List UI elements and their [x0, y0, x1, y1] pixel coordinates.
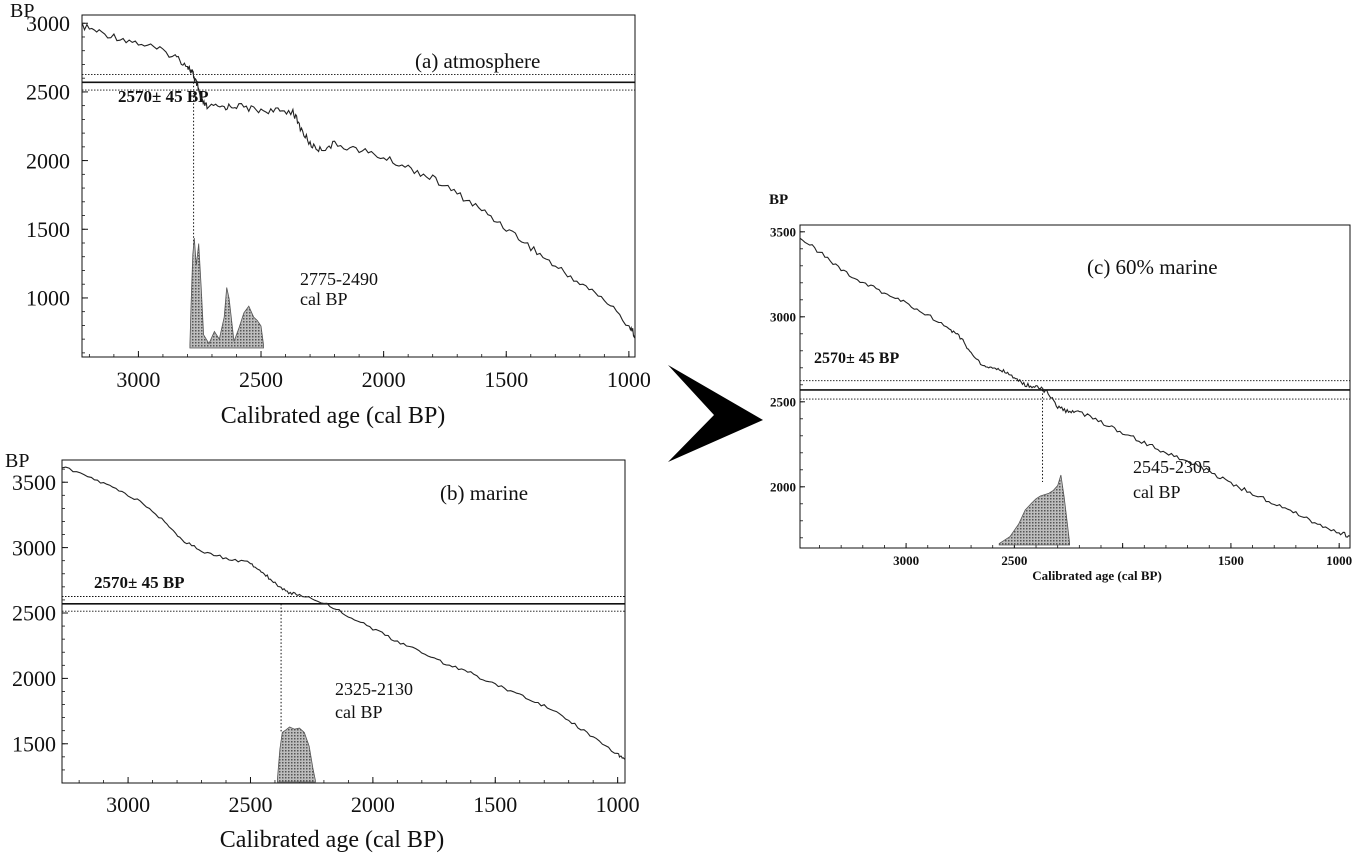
panel-a-ytick-label: 2000	[26, 148, 70, 173]
panel-a-ytick-label: 1000	[26, 286, 70, 311]
panel-c-ytick-label: 2000	[770, 479, 796, 494]
panel-b-calibration-curve	[61, 466, 626, 760]
panel-b-xtick-label: 1000	[596, 792, 640, 817]
panel-b-ytick-label: 3500	[12, 470, 56, 495]
panel-c-xtick-label: 2500	[1001, 553, 1027, 568]
panel-c-measurement-label: 2570± 45 BP	[814, 350, 899, 367]
panel-c-ytick-label: 2500	[770, 394, 796, 409]
arrowhead-shape	[668, 365, 763, 462]
panel-a-calibration-curve	[81, 22, 636, 339]
panel-c-frame	[799, 224, 1351, 549]
panel-c-ylabel: BP	[769, 192, 788, 208]
panel-a-ytick-label: 3000	[26, 11, 70, 36]
panel-c-range-line2: cal BP	[1133, 482, 1181, 502]
panel-b-ylabel: BP	[5, 450, 29, 472]
panel-c-60-marine: BP (c) 60% marine Calibrated age (cal BP…	[769, 192, 1352, 583]
panel-b-marine: BP (b) marine Calibrated age (cal BP) 23…	[5, 450, 640, 853]
panel-c-calibration-curve	[799, 237, 1351, 538]
panel-b-xtick-label: 2500	[228, 792, 272, 817]
panel-a-xtick-label: 2500	[239, 367, 283, 392]
panel-b-frame	[61, 459, 626, 784]
panel-a-xlabel: Calibrated age (cal BP)	[221, 403, 446, 429]
panel-a-atmosphere: BP (a) atmosphere Calibrated age (cal BP…	[10, 0, 651, 429]
panel-a-ytick-label: 2500	[26, 80, 70, 105]
panel-c-ytick-label: 3500	[770, 224, 796, 239]
panel-b-ytick-label: 1500	[12, 731, 56, 756]
panel-a-range-line1: 2775-2490	[300, 269, 378, 289]
panel-a-probability-distribution	[189, 237, 264, 349]
panel-a-frame	[81, 14, 636, 358]
panel-b-range-line2: cal BP	[335, 702, 383, 722]
panel-a-xtick-label: 3000	[116, 367, 160, 392]
panel-c-probability-distribution	[998, 474, 1070, 546]
panel-b-probability-distribution	[277, 726, 316, 783]
panel-b-xtick-label: 1500	[473, 792, 517, 817]
panel-a-measurement-label: 2570± 45 BP	[118, 87, 209, 106]
panel-b-xlabel: Calibrated age (cal BP)	[220, 827, 445, 853]
panel-a-range-line2: cal BP	[300, 289, 348, 309]
panel-a-ytick-label: 1500	[26, 217, 70, 242]
panel-c-xlabel: Calibrated age (cal BP)	[1032, 568, 1162, 583]
panel-a-xtick-label: 2000	[362, 367, 406, 392]
panel-c-ytick-label: 3000	[770, 309, 796, 324]
panel-b-ytick-label: 2500	[12, 601, 56, 626]
panel-c-xtick-label: 3000	[893, 553, 919, 568]
panel-b-range-line1: 2325-2130	[335, 679, 413, 699]
panel-b-xtick-label: 2000	[351, 792, 395, 817]
panel-a-label: (a) atmosphere	[415, 49, 540, 73]
panel-b-ytick-label: 2000	[12, 666, 56, 691]
panel-c-xtick-label: 1500	[1218, 553, 1244, 568]
panel-a-xtick-label: 1500	[484, 367, 528, 392]
panel-a-xtick-label: 1000	[607, 367, 651, 392]
panel-c-xtick-label: 1000	[1326, 553, 1352, 568]
panel-b-ytick-label: 3000	[12, 535, 56, 560]
panel-a-ylabel: BP	[10, 0, 34, 22]
panel-b-xtick-label: 3000	[106, 792, 150, 817]
panel-c-range-line1: 2545-2305	[1133, 457, 1211, 477]
panel-b-label: (b) marine	[440, 481, 528, 505]
panel-c-label: (c) 60% marine	[1087, 255, 1218, 279]
panel-b-measurement-label: 2570± 45 BP	[94, 573, 185, 592]
